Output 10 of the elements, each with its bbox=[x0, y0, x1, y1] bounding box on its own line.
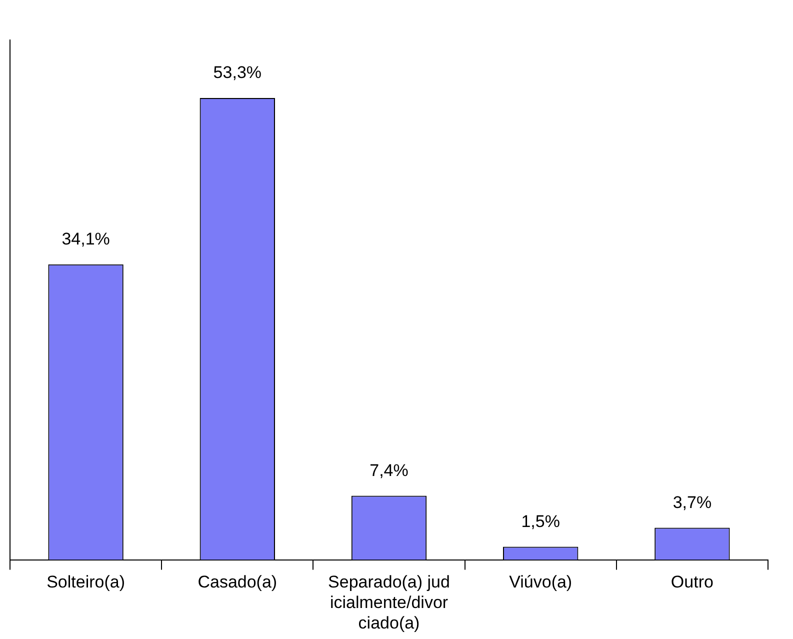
data-label: 1,5% bbox=[521, 512, 560, 531]
x-tick-label: Viúvo(a) bbox=[509, 572, 572, 592]
x-tick-label: Separado(a) judicialmente/divorciado(a) bbox=[328, 572, 450, 632]
data-label: 53,3% bbox=[213, 63, 262, 82]
x-tick-label: Outro bbox=[670, 572, 714, 592]
data-label: 34,1% bbox=[62, 230, 110, 249]
x-tick-label: Solteiro(a) bbox=[46, 572, 126, 592]
x-tick-label: Casado(a) bbox=[198, 572, 278, 592]
data-label: 3,7% bbox=[672, 492, 712, 512]
data-label: 7,4% bbox=[370, 460, 408, 480]
